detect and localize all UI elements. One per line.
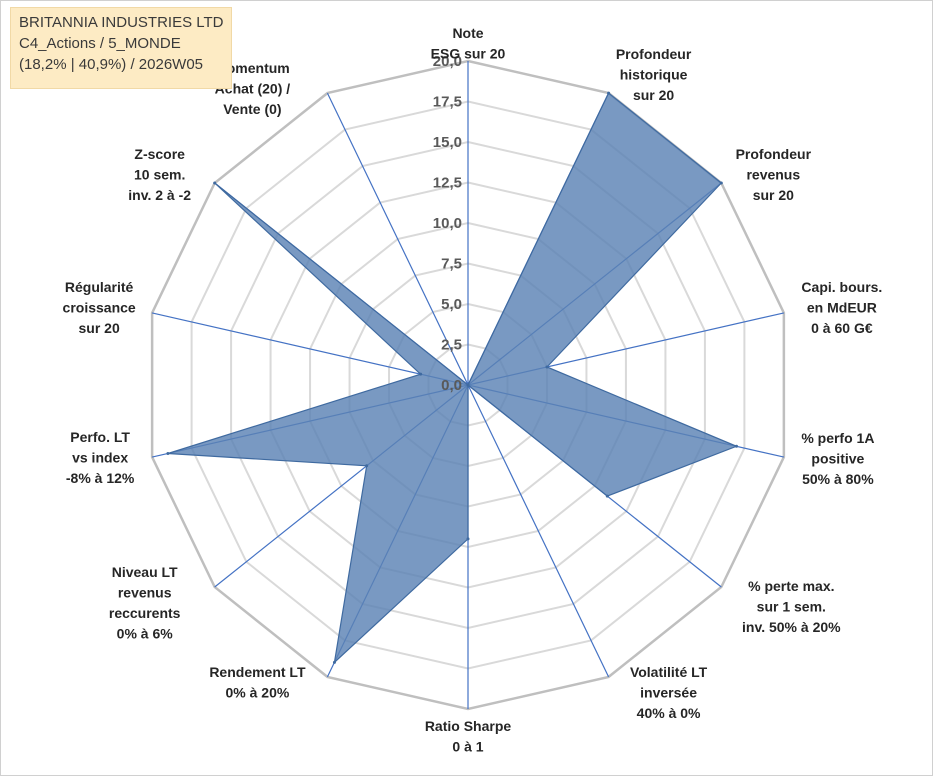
data-point-13 (466, 383, 470, 387)
data-point-8 (332, 660, 336, 664)
category-label-11-line-2: sur 20 (78, 320, 119, 336)
category-label-11-line-1: croissance (63, 299, 136, 315)
chart-title-box: BRITANNIA INDUSTRIES LTD C4_Actions / 5_… (10, 7, 232, 89)
tick-label-8: 20,0 (433, 53, 462, 70)
data-point-3 (545, 365, 549, 369)
category-label-0-line-0: Note (452, 25, 483, 41)
category-label-13-line-1: Achat (20) / (215, 81, 291, 97)
data-point-5 (605, 494, 609, 498)
category-label-1-line-1: historique (620, 67, 688, 83)
data-point-7 (466, 537, 470, 541)
tick-label-0: 0,0 (441, 377, 462, 394)
category-label-2-line-0: Profondeur (736, 146, 812, 162)
tick-label-7: 17,5 (433, 94, 462, 111)
tick-label-2: 5,0 (441, 296, 462, 313)
category-label-13-line-0: Momentum (215, 60, 290, 76)
category-label-2-line-1: revenus (746, 166, 800, 182)
category-label-7-line-0: Ratio Sharpe (425, 718, 512, 734)
tick-label-5: 12,5 (433, 175, 462, 192)
data-point-9 (365, 464, 369, 468)
tick-label-6: 15,0 (433, 134, 462, 151)
category-label-4-line-2: 50% à 80% (802, 471, 874, 487)
category-label-1-line-0: Profondeur (616, 46, 692, 62)
category-label-8-line-1: 0% à 20% (226, 684, 290, 700)
spoke-6 (467, 384, 610, 678)
category-label-10-line-1: vs index (72, 450, 128, 466)
category-label-9-line-2: reccurents (109, 605, 181, 621)
category-label-5-line-0: % perte max. (748, 578, 834, 594)
category-label-4-line-1: positive (811, 451, 864, 467)
category-label-6-line-1: inversée (640, 684, 697, 700)
tick-label-3: 7,5 (441, 256, 462, 273)
chart-title-line-2: C4_Actions / 5_MONDE (19, 35, 181, 52)
category-label-8-line-0: Rendement LT (209, 664, 306, 680)
category-label-12-line-2: inv. 2 à -2 (128, 187, 191, 203)
category-label-10-line-0: Perfo. LT (70, 429, 130, 445)
data-point-11 (419, 372, 423, 376)
category-label-6-line-0: Volatilité LT (630, 664, 708, 680)
category-label-6-line-2: 40% à 0% (637, 705, 701, 721)
category-label-11-line-0: Régularité (65, 279, 134, 295)
category-label-12-line-0: Z-score (134, 146, 185, 162)
category-label-0-line-1: ESG sur 20 (431, 46, 506, 62)
category-label-4-line-0: % perfo 1A (801, 430, 874, 446)
category-label-9-line-1: revenus (118, 585, 172, 601)
data-point-12 (213, 181, 217, 185)
category-label-5-line-2: inv. 50% à 20% (742, 619, 841, 635)
tick-label-1: 2,5 (441, 337, 462, 354)
tick-label-4: 10,0 (433, 215, 462, 232)
category-label-2-line-2: sur 20 (753, 187, 794, 203)
spoke-11 (151, 312, 469, 386)
category-label-12-line-1: 10 sem. (134, 166, 185, 182)
data-point-1 (607, 91, 611, 95)
category-label-7-line-1: 0 à 1 (452, 739, 483, 755)
series-area-0 (167, 92, 739, 664)
category-label-13-line-2: Vente (0) (223, 101, 281, 117)
category-label-1-line-2: sur 20 (633, 87, 674, 103)
chart-title-line-3: (18,2% | 40,9%) / 2026W05 (19, 56, 203, 73)
data-point-2 (719, 181, 723, 185)
category-label-9-line-3: 0% à 6% (117, 626, 174, 642)
category-label-9-line-0: Niveau LT (112, 564, 178, 580)
category-label-10-line-2: -8% à 12% (66, 470, 135, 486)
spoke-13 (326, 92, 469, 386)
data-point-10 (166, 451, 170, 455)
chart-title-line-1: BRITANNIA INDUSTRIES LTD (19, 14, 224, 31)
category-label-5-line-1: sur 1 sem. (757, 599, 826, 615)
category-label-3-line-1: en MdEUR (807, 299, 877, 315)
category-label-3-line-0: Capi. bours. (801, 279, 882, 295)
data-point-4 (734, 444, 738, 448)
category-label-3-line-2: 0 à 60 G€ (811, 320, 873, 336)
